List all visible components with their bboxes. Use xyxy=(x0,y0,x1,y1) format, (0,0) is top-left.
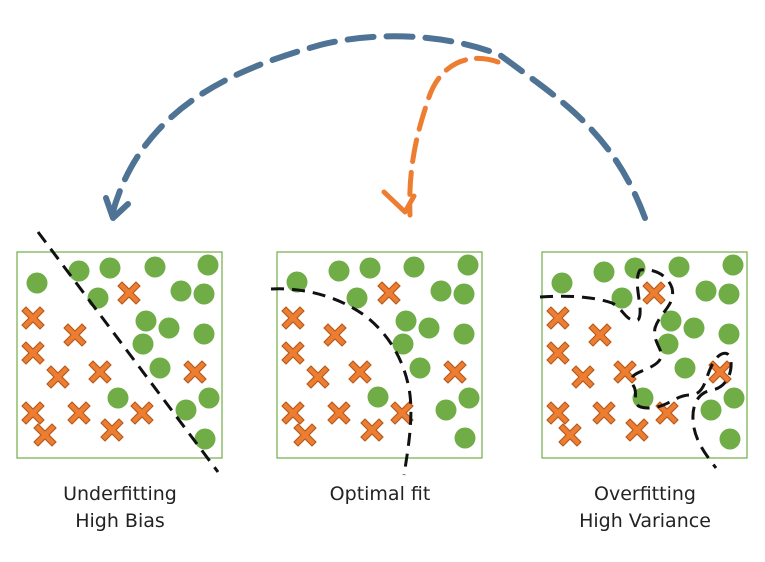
caption-line-1: Underfitting xyxy=(63,483,177,505)
caption-line-2: High Variance xyxy=(579,510,711,532)
green-circle-icon xyxy=(593,261,615,283)
green-circle-icon xyxy=(367,386,389,408)
caption-line-1: Optimal fit xyxy=(329,483,431,505)
green-circle-icon xyxy=(26,272,48,294)
green-circle-icon xyxy=(346,287,368,309)
green-circle-icon xyxy=(624,257,646,279)
green-circle-icon xyxy=(87,287,109,309)
green-circle-icon xyxy=(107,387,129,409)
circle-points xyxy=(551,254,745,450)
green-circle-icon xyxy=(409,357,431,379)
green-circle-icon xyxy=(683,317,705,339)
green-circle-icon xyxy=(723,387,745,409)
green-circle-icon xyxy=(392,333,414,355)
panel-overfitting xyxy=(539,251,748,469)
green-circle-icon xyxy=(722,254,744,276)
green-circle-icon xyxy=(700,399,722,421)
orange-arrow xyxy=(407,55,501,218)
blue-arrowhead xyxy=(103,195,131,221)
caption-line-1: Overfitting xyxy=(594,483,696,505)
circle-points xyxy=(286,254,480,449)
green-circle-icon xyxy=(198,387,220,409)
green-circle-icon xyxy=(551,272,573,294)
green-circle-icon xyxy=(194,428,216,450)
green-circle-icon xyxy=(632,387,654,409)
blue-arrow xyxy=(109,33,648,221)
green-circle-icon xyxy=(657,333,679,355)
green-circle-icon xyxy=(328,260,350,282)
green-circle-icon xyxy=(453,323,475,345)
caption-line-2: High Bias xyxy=(75,510,165,532)
green-circle-icon xyxy=(359,257,381,279)
decision-boundary xyxy=(270,287,413,476)
green-circle-icon xyxy=(457,254,479,276)
green-circle-icon xyxy=(99,257,121,279)
orange-arrowhead xyxy=(381,189,417,215)
green-circle-icon xyxy=(718,283,740,305)
green-circle-icon xyxy=(719,428,741,450)
panel-optimal xyxy=(270,251,483,476)
green-circle-icon xyxy=(286,271,308,293)
green-circle-icon xyxy=(193,323,215,345)
green-circle-icon xyxy=(132,333,154,355)
green-circle-icon xyxy=(158,317,180,339)
green-circle-icon xyxy=(135,310,157,332)
green-circle-icon xyxy=(674,357,696,379)
green-circle-icon xyxy=(403,256,425,278)
green-circle-icon xyxy=(454,427,476,449)
decision-boundary xyxy=(539,268,733,469)
green-circle-icon xyxy=(193,283,215,305)
green-circle-icon xyxy=(695,280,717,302)
caption-underfitting: Underfitting High Bias xyxy=(20,481,220,535)
decision-boundary xyxy=(36,231,220,473)
green-circle-icon xyxy=(668,256,690,278)
green-circle-icon xyxy=(395,310,417,332)
green-circle-icon xyxy=(435,399,457,421)
green-circle-icon xyxy=(175,399,197,421)
caption-overfitting: Overfitting High Variance xyxy=(545,481,745,535)
caption-optimal: Optimal fit xyxy=(280,481,480,508)
green-circle-icon xyxy=(197,254,219,276)
green-circle-icon xyxy=(68,260,90,282)
green-circle-icon xyxy=(660,310,682,332)
arrows xyxy=(103,33,648,221)
panel-underfitting xyxy=(16,231,223,473)
green-circle-icon xyxy=(430,280,452,302)
green-circle-icon xyxy=(453,283,475,305)
circle-points xyxy=(26,254,220,450)
green-circle-icon xyxy=(144,256,166,278)
green-circle-icon xyxy=(611,287,633,309)
green-circle-icon xyxy=(418,317,440,339)
green-circle-icon xyxy=(718,323,740,345)
green-circle-icon xyxy=(458,387,480,409)
green-circle-icon xyxy=(149,357,171,379)
green-circle-icon xyxy=(170,280,192,302)
